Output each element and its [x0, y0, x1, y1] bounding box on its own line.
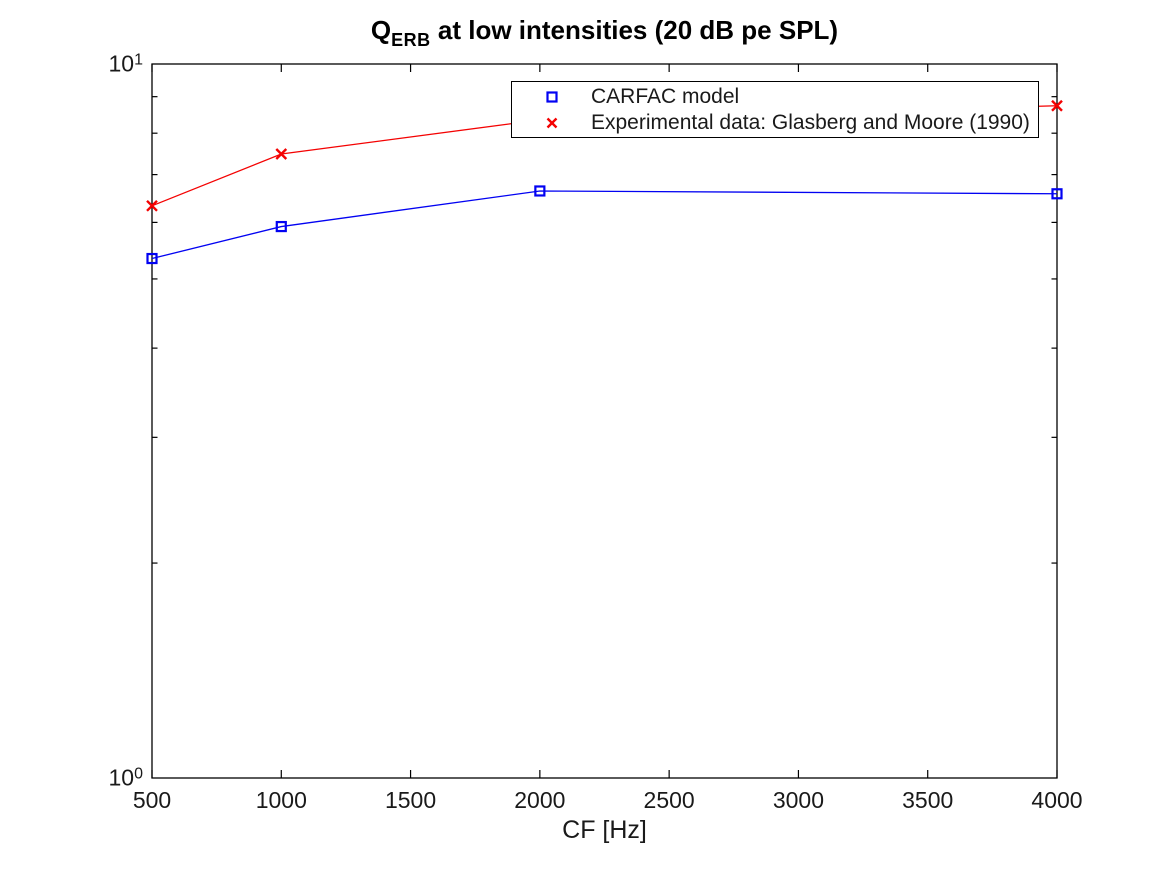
- data-marker-x-cross: [1051, 99, 1063, 112]
- open-square-marker-icon: [512, 89, 591, 105]
- axes-box: [151, 63, 1058, 779]
- series-line-0: [151, 190, 1058, 260]
- x-cross-marker-icon: [512, 115, 591, 131]
- data-marker-open-square: [1051, 188, 1063, 200]
- data-marker-open-square: [146, 252, 158, 265]
- legend-item-carfac-model: CARFAC model: [512, 84, 1038, 110]
- title-prefix: Q: [370, 15, 392, 45]
- chart-title: QERB at low intensities (20 dB pe SPL): [152, 15, 1057, 51]
- legend: CARFAC model Experimental data: Glasberg…: [511, 81, 1039, 138]
- data-marker-x-cross: [146, 199, 158, 212]
- legend-item-experimental-data: Experimental data: Glasberg and Moore (1…: [512, 110, 1038, 136]
- x-axis-label: CF [Hz]: [562, 816, 647, 844]
- legend-item-label: Experimental data: Glasberg and Moore (1…: [591, 110, 1030, 134]
- legend-item-label: CARFAC model: [591, 84, 740, 108]
- data-marker-x-cross: [275, 148, 288, 160]
- data-marker-open-square: [275, 220, 287, 233]
- title-suffix: at low intensities (20 dB pe SPL): [430, 15, 839, 45]
- title-subscript: ERB: [391, 30, 431, 50]
- data-marker-open-square: [534, 185, 546, 197]
